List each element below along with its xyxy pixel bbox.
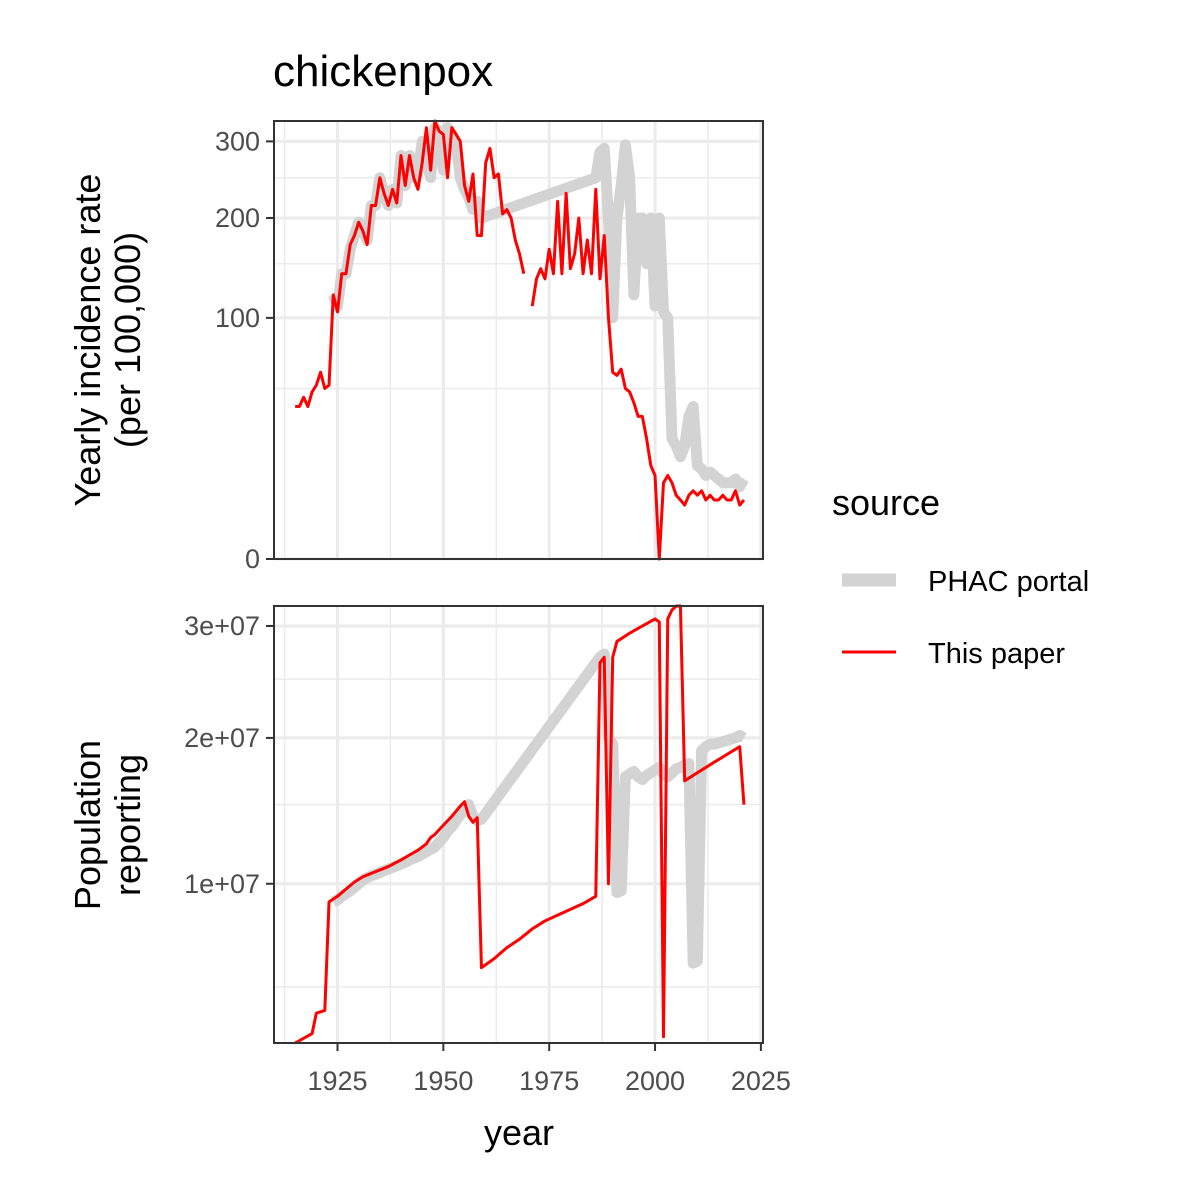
legend-title: source — [832, 482, 940, 523]
x-tick-label: 1925 — [307, 1066, 367, 1096]
series-line-phac-portal — [331, 648, 747, 969]
panel-border — [273, 120, 764, 560]
x-tick-label: 1950 — [413, 1066, 473, 1096]
y-tick-label: 300 — [215, 126, 260, 156]
series-line-this-paper — [294, 604, 746, 1045]
legend-label-phac-portal: PHAC portal — [928, 566, 1089, 598]
y-tick-label: 2e+07 — [184, 723, 260, 753]
y-axis-title-line: reporting — [107, 754, 148, 896]
x-tick-label: 2025 — [731, 1066, 791, 1096]
panel-incidence: 0 100 200 300 — [215, 119, 764, 574]
legend-label-this-paper: This paper — [928, 638, 1065, 670]
y-tick-label: 3e+07 — [184, 611, 260, 641]
y-tick-label: 100 — [215, 303, 260, 333]
panel-background — [274, 121, 763, 559]
x-tick-label: 1975 — [519, 1066, 579, 1096]
y-tick-label: 0 — [245, 544, 260, 574]
y-axis-title-incidence: Yearly incidence rate(per 100,000) — [67, 174, 148, 507]
series-line-this-paper — [295, 119, 746, 561]
panel-population: 1e+07 2e+07 3e+07 — [184, 604, 764, 1045]
chart-panels: 0 100 200 300 1e+07 2e+07 3e+07 1925 1950 1975 200… — [184, 119, 791, 1096]
y-axis-title-line: Population — [67, 740, 108, 910]
x-tick-label: 2000 — [625, 1066, 685, 1096]
y-axis-title-population: Populationreporting — [67, 740, 148, 910]
y-axis-title-line: Yearly incidence rate — [67, 174, 108, 507]
panel-border — [273, 605, 764, 1044]
legend: source PHAC portal This paper — [832, 482, 1089, 670]
chart-title: chickenpox — [273, 47, 493, 96]
y-axis-title-line: (per 100,000) — [107, 232, 148, 448]
y-tick-label: 200 — [215, 203, 260, 233]
y-tick-label: 1e+07 — [184, 869, 260, 899]
x-axis-title: year — [484, 1112, 554, 1153]
